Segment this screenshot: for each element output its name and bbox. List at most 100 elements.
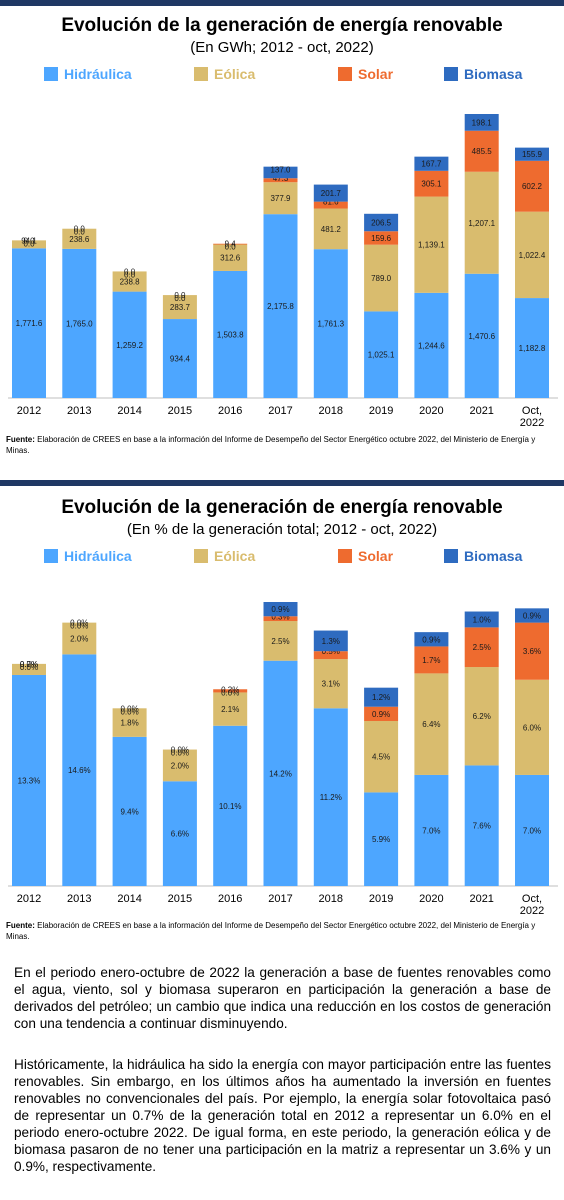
bar-segment xyxy=(414,170,449,197)
category-label: Oct, xyxy=(522,405,542,417)
bar-segment xyxy=(515,211,549,299)
data-label: 0.0% xyxy=(221,688,239,697)
data-label: 2.5% xyxy=(473,643,491,652)
bar-segment xyxy=(464,171,499,274)
category-label: 2020 xyxy=(419,405,443,417)
bar-segment xyxy=(414,156,449,171)
bar-segment xyxy=(12,663,46,675)
source-label: Fuente: xyxy=(6,435,35,444)
data-label: 0.0 xyxy=(225,243,237,252)
bar-segment xyxy=(464,114,499,131)
bar-segment xyxy=(62,622,97,655)
data-label: 1,503.8 xyxy=(217,330,244,339)
bar-segment xyxy=(364,687,399,707)
data-label: 6.4% xyxy=(422,720,440,729)
data-label: 0.0 xyxy=(174,291,186,300)
data-label: 0.0% xyxy=(120,704,138,713)
legend-label: Hidráulica xyxy=(64,66,132,82)
bar-segment xyxy=(213,725,248,886)
category-label: 2022 xyxy=(520,905,544,914)
category-label: 2017 xyxy=(268,893,292,905)
data-label: 2.0% xyxy=(70,634,88,643)
bar-segment xyxy=(263,214,298,398)
bar-segment xyxy=(162,319,197,398)
legend-item-solar: Solar xyxy=(338,548,393,564)
bar-segment xyxy=(263,602,298,617)
bar-segment xyxy=(515,147,549,161)
data-label: 5.9% xyxy=(372,835,390,844)
bar-segment xyxy=(414,632,449,647)
chart-gwh-plot: 1,771.694.10.00.020121,765.0238.60.00.02… xyxy=(8,114,558,426)
data-label: 2.1% xyxy=(221,705,239,714)
data-label: 0.2% xyxy=(221,685,239,694)
data-label: 0.0 xyxy=(174,294,186,303)
category-label: 2016 xyxy=(218,893,242,905)
chart-title: Evolución de la generación de energía re… xyxy=(61,497,503,518)
data-label: 377.9 xyxy=(270,194,291,203)
data-label: 155.9 xyxy=(522,150,543,159)
bar-segment xyxy=(62,654,97,886)
legend-label: Eólica xyxy=(214,548,256,564)
bar-segment xyxy=(414,774,449,886)
data-label: 167.7 xyxy=(421,160,442,169)
data-label: 0.3% xyxy=(271,612,289,621)
legend-swatch xyxy=(444,549,458,563)
bar-segment xyxy=(364,244,399,312)
bar-segment xyxy=(364,231,399,245)
bar-segment xyxy=(313,249,348,398)
data-label: 485.5 xyxy=(472,147,493,156)
data-label: 1,139.1 xyxy=(418,241,445,250)
bar-segment xyxy=(263,178,298,183)
data-label: 1,182.8 xyxy=(519,344,546,353)
bar-segment xyxy=(313,184,348,202)
legend-swatch xyxy=(444,67,458,81)
chart-source: Fuente: Elaboración de CREES en base a l… xyxy=(6,920,558,942)
bar-segment xyxy=(12,240,46,249)
legend-item-hidraulica: Hidráulica xyxy=(44,548,132,564)
data-label: 1,761.3 xyxy=(317,320,344,329)
category-label: 2019 xyxy=(369,405,393,417)
data-label: 198.1 xyxy=(472,118,493,127)
bar-segment xyxy=(12,674,46,886)
bar-segment xyxy=(12,248,46,398)
data-label: 934.4 xyxy=(170,355,191,364)
data-label: 1.7% xyxy=(422,656,440,665)
data-label: 6.2% xyxy=(473,712,491,721)
data-label: 283.7 xyxy=(170,303,191,312)
data-label: 0.0 xyxy=(23,236,35,245)
bar-segment xyxy=(464,667,499,766)
chart-percent-plot: 13.3%0.7%0.0%0.0%201214.6%2.0%0.0%0.0%20… xyxy=(8,602,558,914)
bar-segment xyxy=(515,622,549,680)
data-label: 6.0% xyxy=(523,723,541,732)
bar-segment xyxy=(364,706,399,721)
source-label: Fuente: xyxy=(6,921,35,930)
data-label: 1,470.6 xyxy=(468,332,495,341)
bar-segment xyxy=(112,708,147,737)
data-label: 0.0 xyxy=(74,228,86,237)
bar-segment xyxy=(213,244,248,271)
data-label: 14.6% xyxy=(68,766,91,775)
category-label: 2014 xyxy=(117,405,141,417)
data-label: 1,244.6 xyxy=(418,341,445,350)
chart-subtitle: (En % de la generación total; 2012 - oct… xyxy=(126,521,438,538)
legend-item-eolica: Eólica xyxy=(194,548,255,564)
data-label: 201.7 xyxy=(321,189,342,198)
chart-subtitle: (En GWh; 2012 - oct, 2022) xyxy=(190,39,374,56)
bar-segment xyxy=(414,646,449,674)
category-label: 2013 xyxy=(67,893,91,905)
data-label: 1,207.1 xyxy=(468,219,495,228)
data-label: 2.5% xyxy=(271,637,289,646)
legend-item-hidraulica: Hidráulica xyxy=(44,66,132,82)
bar-segment xyxy=(162,295,197,320)
data-label: 81.6 xyxy=(323,198,339,207)
bar-segment xyxy=(515,608,549,623)
bar-segment xyxy=(263,616,298,622)
bar-segment xyxy=(313,201,348,209)
data-label: 4.5% xyxy=(372,753,390,762)
legend-label: Biomasa xyxy=(464,548,523,564)
category-label: 2013 xyxy=(67,405,91,417)
data-label: 7.6% xyxy=(473,822,491,831)
data-label: 238.8 xyxy=(120,278,141,287)
chart-percent: Evolución de la generación de energía re… xyxy=(0,496,564,570)
source-text: Elaboración de CREES en base a la inform… xyxy=(6,921,536,941)
